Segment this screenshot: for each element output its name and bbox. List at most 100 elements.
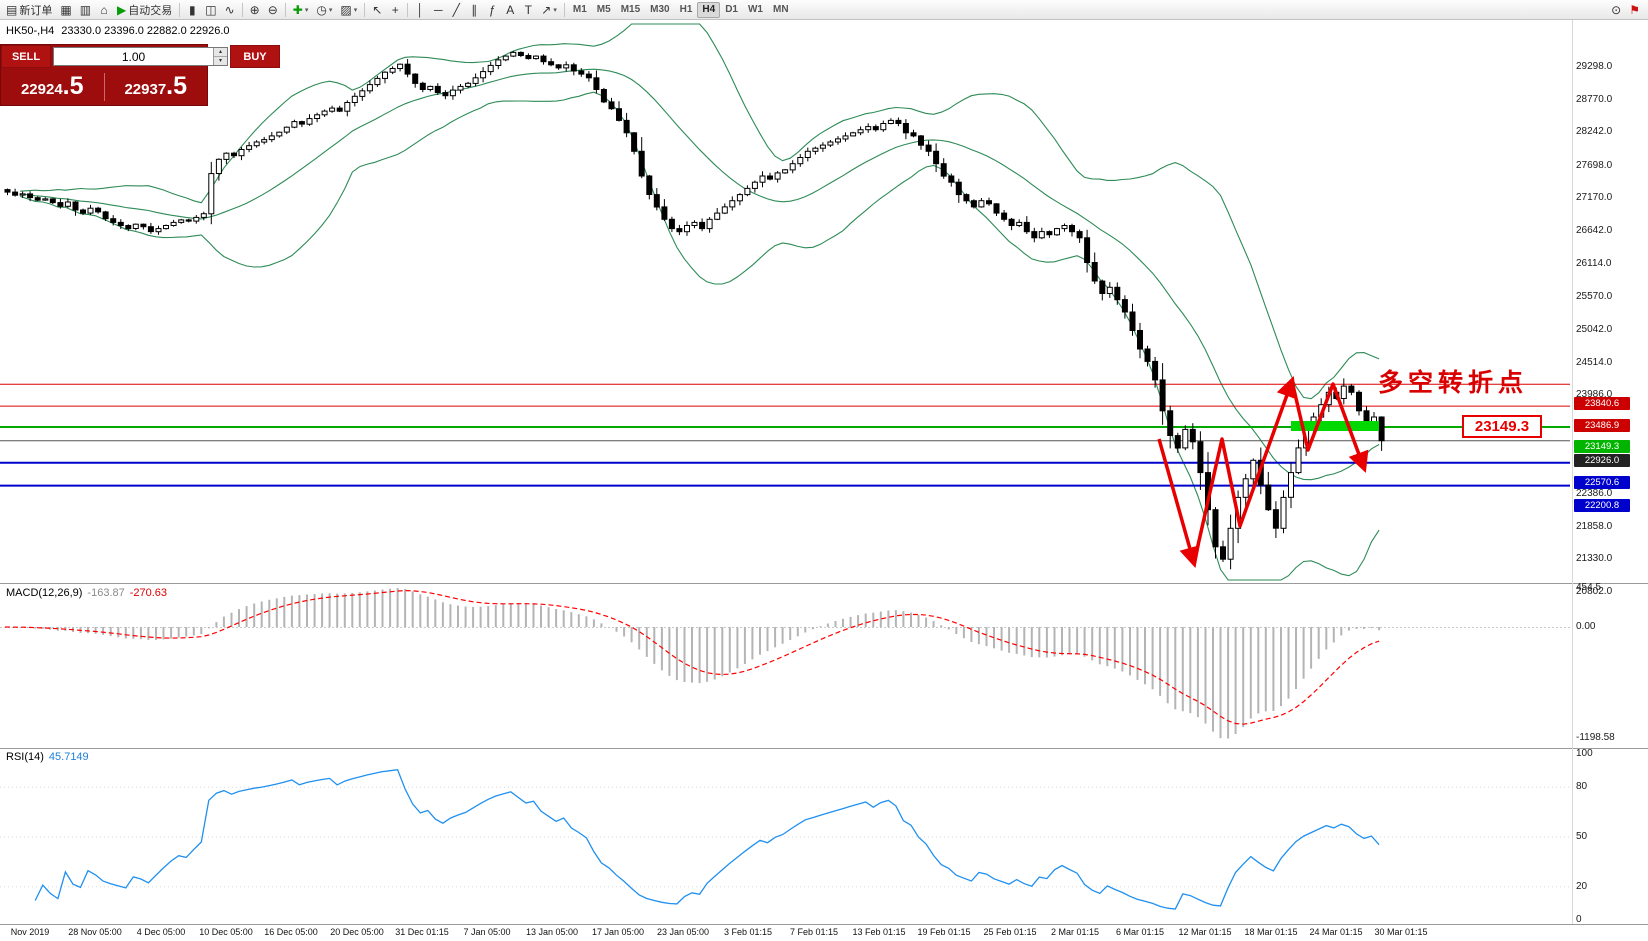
template-icon: ▨	[340, 2, 352, 17]
macd-axis-label: 0.00	[1576, 621, 1596, 632]
time-label: 30 Mar 01:15	[1374, 927, 1428, 937]
crosshair-button[interactable]: +	[386, 1, 404, 19]
time-label: 25 Feb 01:15	[983, 927, 1037, 937]
volume-input[interactable]	[54, 48, 213, 65]
highlight-rectangle[interactable]	[1291, 421, 1379, 431]
text-button[interactable]: A	[501, 1, 519, 19]
indicators-button[interactable]: ✚ ▾	[289, 1, 313, 19]
time-label: 10 Dec 05:00	[199, 927, 253, 937]
periods-button[interactable]: ◷ ▾	[312, 1, 336, 19]
chart-candles-button[interactable]: ◫	[201, 1, 220, 19]
rsi-value: 45.7149	[48, 751, 89, 763]
trend-arrows[interactable]	[1157, 376, 1369, 569]
time-label: 24 Mar 01:15	[1309, 927, 1363, 937]
arrows-tool-button[interactable]: ↗ ▾	[537, 1, 561, 19]
timeframe-mn-button[interactable]: MN	[768, 2, 794, 18]
clock-icon: ◷	[316, 2, 327, 17]
autotrading-play-icon: ▶	[117, 2, 127, 17]
chart-bars-button[interactable]: ▮	[183, 1, 201, 19]
time-axis[interactable]: Nov 2019 28 Nov 05:00 4 Dec 05:00 10 Dec 05…	[0, 925, 1648, 941]
time-label: 7 Jan 05:00	[463, 927, 511, 937]
volume-down-button[interactable]: ▾	[214, 57, 227, 65]
sell-button[interactable]: SELL	[1, 45, 51, 68]
toolbar-separator	[563, 2, 565, 17]
toolbar: ▤ 新订单 ▦ ▥ ⌂ ▶ 自动交易 ▮ ◫ ∿ ⊕ ⊖ ✚ ▾ ◷ ▾ ▨ ▾	[0, 0, 1648, 20]
time-label: 19 Feb 01:15	[917, 927, 971, 937]
navigator-button[interactable]: ⌂	[95, 1, 113, 19]
price-tag: 22570.6	[1574, 476, 1630, 489]
fibonacci-button[interactable]: ƒ	[483, 1, 501, 19]
symbol-name: HK50-,H4	[6, 25, 55, 37]
templates-button[interactable]: ▨ ▾	[336, 1, 361, 19]
text-label-button[interactable]: T	[519, 1, 537, 19]
timeframe-d1-button[interactable]: D1	[720, 2, 743, 18]
trendline-button[interactable]: ╱	[447, 1, 465, 19]
timeframe-w1-button[interactable]: W1	[743, 2, 768, 18]
crosshair-icon: +	[391, 2, 399, 17]
sell-price[interactable]: 22924 .5	[1, 74, 104, 99]
new-order-button[interactable]: ▤ 新订单	[2, 1, 56, 19]
vertical-line-button[interactable]: │	[411, 1, 429, 19]
price-axis[interactable]: 29298.0 28770.0 28242.0 27698.0 27170.0 26642…	[1574, 20, 1648, 925]
price-callout-box[interactable]: 23149.3	[1462, 415, 1542, 438]
rsi-axis-label: 20	[1576, 881, 1588, 892]
volume-up-button[interactable]: ▴	[214, 48, 227, 57]
rsi-name: RSI(14)	[6, 751, 44, 763]
timeframe-h4-button[interactable]: H4	[697, 1, 721, 18]
buy-button[interactable]: BUY	[230, 45, 280, 68]
toolbar-separator	[364, 2, 366, 17]
time-label: 13 Feb 01:15	[852, 927, 906, 937]
one-click-trading-panel: SELL ▴ ▾ BUY 22924 .5 22937 .5	[0, 44, 280, 106]
price-axis-label: 26642.0	[1576, 225, 1613, 236]
time-label: 4 Dec 05:00	[136, 927, 186, 937]
vertical-line-icon: │	[416, 2, 425, 17]
time-label: 2 Mar 01:15	[1050, 927, 1100, 937]
horizontal-lines[interactable]	[0, 383, 1570, 487]
time-label: 7 Feb 01:15	[789, 927, 839, 937]
price-axis-label: 27170.0	[1576, 192, 1613, 203]
macd-histogram	[11, 588, 1381, 739]
cursor-button[interactable]: ↖	[368, 1, 386, 19]
timeframe-m5-button[interactable]: M5	[592, 2, 616, 18]
new-order-icon: ▤	[6, 2, 18, 17]
horizontal-line-button[interactable]: ─	[429, 1, 447, 19]
sell-price-fraction: .5	[62, 72, 84, 100]
rsi-axis-label: 80	[1576, 781, 1588, 792]
turning-point-annotation[interactable]: 多空转折点	[1378, 369, 1529, 397]
autotrading-button[interactable]: ▶ 自动交易	[113, 1, 176, 19]
price-tag: 23840.6	[1574, 397, 1630, 410]
toolbar-separator	[179, 2, 181, 17]
timeframe-m30-button[interactable]: M30	[645, 2, 674, 18]
data-window-icon: ▥	[79, 2, 92, 17]
horizontal-line-icon: ─	[434, 2, 443, 17]
time-label: 16 Dec 05:00	[264, 927, 318, 937]
time-label: Nov 2019	[10, 927, 50, 937]
pin-button[interactable]: ⚑	[1625, 1, 1644, 19]
price-axis-label: 25042.0	[1576, 324, 1613, 335]
time-label: 17 Jan 05:00	[591, 927, 645, 937]
macd-axis-label: -1198.58	[1576, 732, 1615, 743]
cursor-icon: ↖	[372, 2, 383, 17]
timeframe-h1-button[interactable]: H1	[675, 2, 698, 18]
channel-button[interactable]: ∥	[465, 1, 483, 19]
price-tag: 23149.3	[1574, 440, 1630, 453]
timeframe-m1-button[interactable]: M1	[568, 2, 592, 18]
candlestick-icon: ◫	[205, 2, 217, 17]
price-axis-label: 25570.0	[1576, 291, 1613, 302]
market-watch-button[interactable]: ▦	[56, 1, 75, 19]
macd-name: MACD(12,26,9)	[6, 587, 83, 599]
buy-price[interactable]: 22937 .5	[105, 74, 208, 99]
timeframe-m15-button[interactable]: M15	[616, 2, 645, 18]
zoom-out-button[interactable]: ⊖	[264, 1, 282, 19]
zoom-in-button[interactable]: ⊕	[246, 1, 264, 19]
macd-indicator-label: MACD(12,26,9) -163.87 -270.63	[6, 587, 167, 599]
volume-field: ▴ ▾	[53, 47, 228, 66]
zoom-in-icon: ⊕	[249, 2, 260, 17]
data-window-button[interactable]: ▥	[76, 1, 95, 19]
quick-search-button[interactable]: ⊙	[1607, 1, 1625, 19]
chart-line-button[interactable]: ∿	[221, 1, 239, 19]
navigator-icon: ⌂	[100, 2, 108, 17]
ohlc-values: 23330.0 23396.0 22882.0 22926.0	[61, 25, 230, 37]
chevron-down-icon: ▾	[304, 6, 309, 14]
